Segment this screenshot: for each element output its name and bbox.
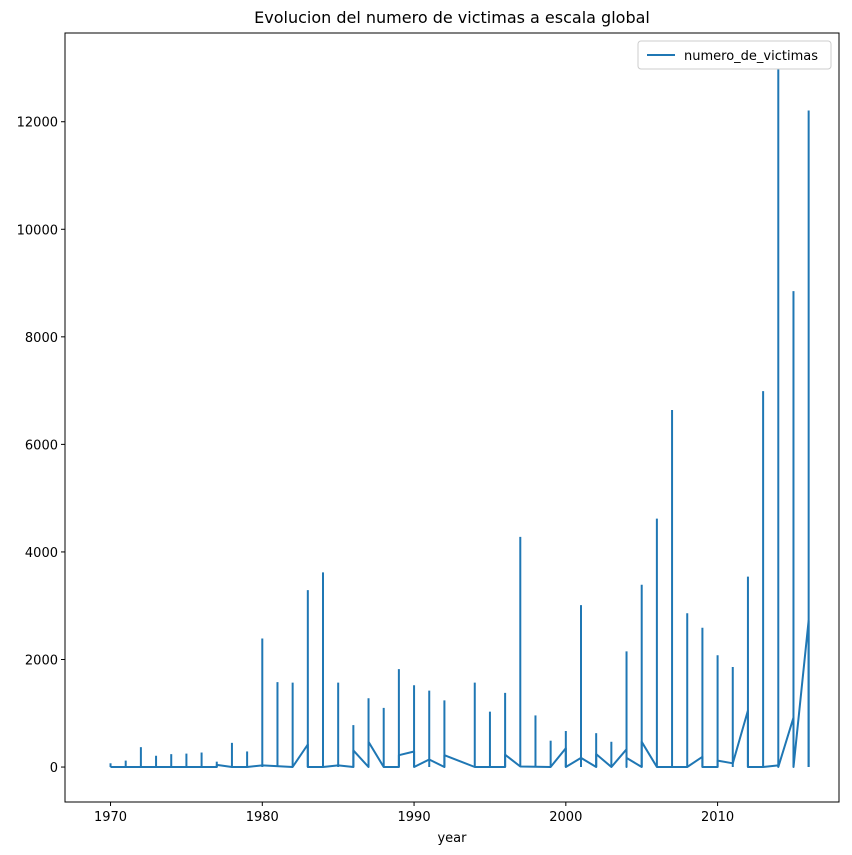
x-axis-ticks: 1970 1980 1990 2000 2010 [94, 802, 734, 825]
legend-box [637, 40, 832, 70]
x-tick-label: 1990 [398, 810, 431, 825]
y-tick-label: 12000 [17, 116, 58, 131]
x-tick-label: 2010 [701, 810, 734, 825]
plot-lines [109, 63, 810, 768]
legend-label: numero_de_victimas [684, 49, 818, 64]
plot-frame [64, 32, 840, 803]
series-line [110, 619, 810, 768]
y-tick-label: 2000 [25, 653, 58, 668]
y-tick-label: 4000 [25, 546, 58, 561]
legend: numero_de_victimas [637, 40, 832, 70]
x-axis-label: year [437, 831, 467, 846]
y-tick-label: 0 [50, 761, 58, 776]
x-tick-label: 1980 [246, 810, 279, 825]
y-tick-label: 10000 [17, 223, 58, 238]
x-tick-label: 2000 [549, 810, 582, 825]
x-tick-label: 1970 [94, 810, 127, 825]
y-axis-ticks: 0 2000 4000 6000 8000 10000 12000 [17, 116, 65, 776]
y-tick-label: 8000 [25, 331, 58, 346]
y-tick-label: 6000 [25, 438, 58, 453]
chart-title: Evolucion del numero de victimas a escal… [254, 8, 650, 27]
